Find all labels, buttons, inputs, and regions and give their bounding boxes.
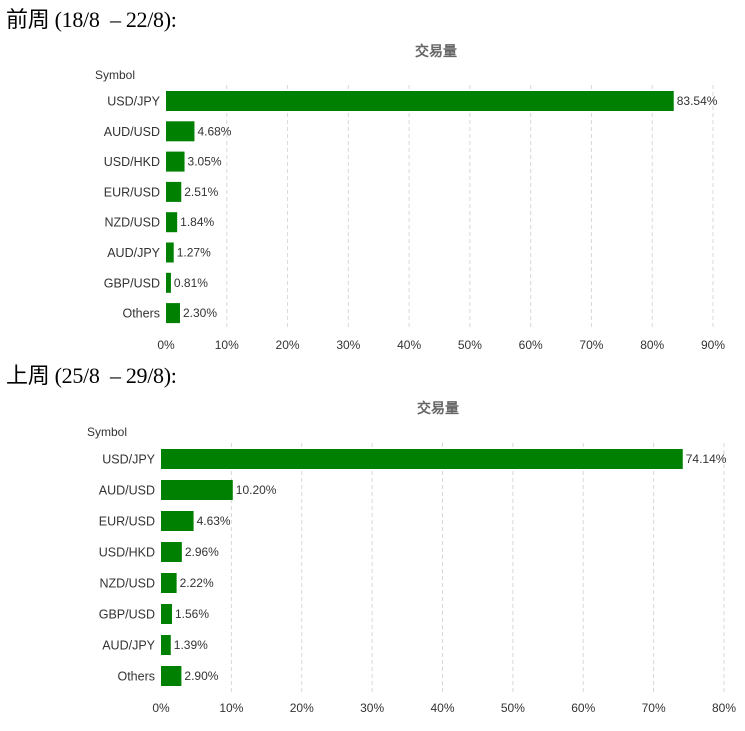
axis-title: Symbol — [95, 68, 135, 82]
category-label: AUD/JPY — [107, 246, 160, 260]
x-tick-label: 20% — [276, 338, 300, 352]
x-tick-label: 90% — [701, 338, 725, 352]
x-tick-label: 50% — [458, 338, 482, 352]
category-label: AUD/USD — [104, 125, 160, 139]
data-label: 2.90% — [184, 669, 218, 683]
bar — [161, 635, 171, 655]
category-label: EUR/USD — [99, 515, 155, 529]
section-heading-last-week: 上周 (25/8 – 29/8): — [6, 363, 177, 388]
category-label: USD/JPY — [107, 95, 160, 109]
data-label: 1.27% — [177, 246, 211, 260]
category-label: NZD/USD — [104, 216, 160, 230]
bar — [161, 573, 177, 593]
category-label: USD/HKD — [99, 546, 155, 560]
data-label: 10.20% — [236, 483, 277, 497]
data-label: 83.54% — [677, 94, 718, 108]
x-tick-label: 50% — [501, 701, 525, 715]
category-label: GBP/USD — [99, 608, 155, 622]
bar — [166, 212, 178, 233]
bar — [161, 480, 233, 500]
chart-title: 交易量 — [415, 43, 457, 59]
bar — [166, 121, 195, 142]
bar — [161, 542, 182, 562]
x-tick-label: 40% — [397, 338, 421, 352]
data-label: 2.51% — [184, 185, 218, 199]
category-label: USD/HKD — [104, 155, 160, 169]
data-label: 2.96% — [185, 545, 219, 559]
bar — [166, 272, 171, 293]
data-label: 4.68% — [197, 124, 231, 138]
volume-chart-prev-week: 交易量 Symbol 0% 10% 20% 30% 40% 50% 60% 70% 80% 90% US… — [95, 43, 725, 352]
x-tick-label: 10% — [215, 338, 239, 352]
category-label: EUR/USD — [104, 185, 160, 199]
category-label: USD/JPY — [102, 453, 155, 467]
bar — [161, 511, 194, 531]
x-tick-label: 10% — [219, 701, 243, 715]
bar — [161, 604, 172, 624]
x-tick-label: 40% — [430, 701, 454, 715]
chart-title: 交易量 — [417, 400, 459, 416]
bar — [161, 449, 683, 469]
category-label: AUD/USD — [99, 484, 155, 498]
bar — [166, 181, 182, 202]
x-tick-label: 70% — [579, 338, 603, 352]
data-label: 0.81% — [174, 276, 208, 290]
category-label: GBP/USD — [104, 276, 160, 290]
data-label: 2.22% — [180, 576, 214, 590]
data-label: 2.30% — [183, 306, 217, 320]
x-tick-label: 80% — [640, 338, 664, 352]
data-label: 1.84% — [180, 215, 214, 229]
category-label: AUD/JPY — [102, 639, 155, 653]
x-tick-label: 0% — [157, 338, 175, 352]
section-heading-prev-week: 前周 (18/8 – 22/8): — [6, 7, 177, 32]
x-tick-label: 30% — [360, 701, 384, 715]
x-tick-label: 30% — [336, 338, 360, 352]
bar — [166, 151, 185, 172]
data-label: 74.14% — [686, 452, 727, 466]
x-tick-label: 20% — [290, 701, 314, 715]
category-label: Others — [117, 670, 155, 684]
data-label: 1.39% — [174, 638, 208, 652]
data-label: 3.05% — [188, 155, 222, 169]
bar — [166, 91, 674, 111]
x-tick-label: 70% — [642, 701, 666, 715]
data-label: 4.63% — [197, 514, 231, 528]
x-tick-label: 80% — [712, 701, 736, 715]
bar — [166, 242, 174, 263]
x-tick-label: 60% — [519, 338, 543, 352]
bar — [161, 666, 182, 686]
axis-title: Symbol — [87, 425, 127, 439]
category-label: Others — [122, 307, 160, 321]
x-tick-label: 60% — [571, 701, 595, 715]
category-label: NZD/USD — [99, 577, 155, 591]
x-tick-label: 0% — [152, 701, 170, 715]
data-label: 1.56% — [175, 607, 209, 621]
volume-chart-last-week: 交易量 Symbol 0% 10% 20% 30% 40% 50% 60% 70% 80% USD/J… — [87, 400, 736, 715]
bar — [166, 303, 180, 324]
